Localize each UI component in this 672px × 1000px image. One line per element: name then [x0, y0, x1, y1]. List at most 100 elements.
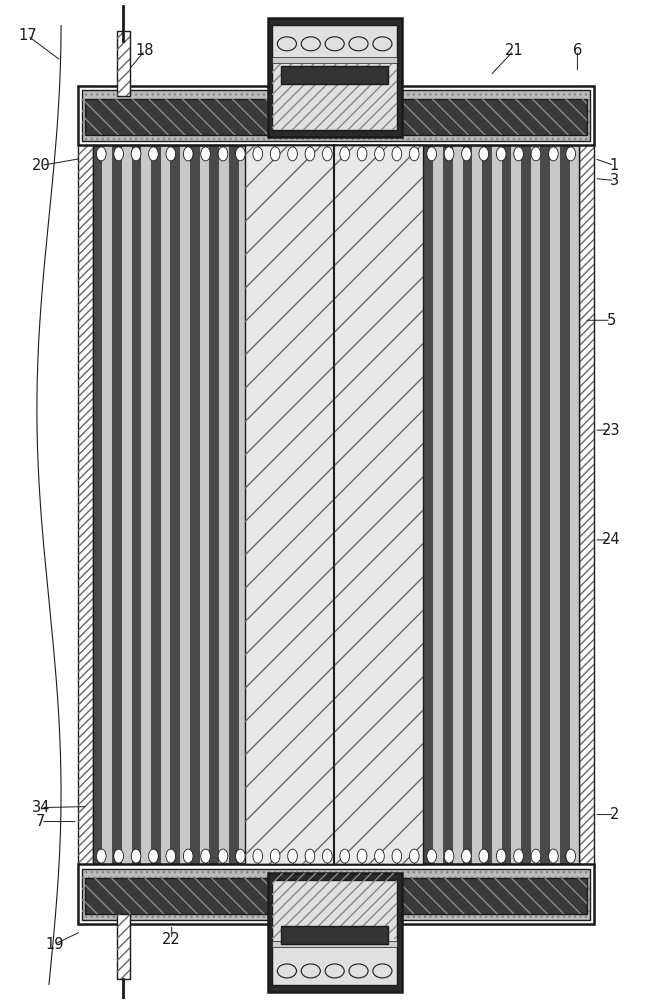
Ellipse shape: [340, 849, 349, 863]
Ellipse shape: [340, 147, 349, 161]
Bar: [272, 873, 397, 939]
Ellipse shape: [131, 849, 141, 863]
Bar: [375, 145, 384, 864]
Ellipse shape: [479, 849, 489, 863]
Bar: [297, 145, 307, 864]
Bar: [501, 145, 511, 864]
Bar: [570, 145, 579, 864]
Bar: [78, 86, 594, 145]
Text: 19: 19: [45, 937, 64, 952]
Ellipse shape: [305, 147, 314, 161]
Bar: [336, 145, 345, 864]
Ellipse shape: [514, 147, 523, 161]
Bar: [219, 145, 229, 864]
Bar: [78, 864, 594, 924]
Bar: [239, 145, 249, 864]
Ellipse shape: [149, 849, 158, 863]
Text: 34: 34: [32, 800, 50, 815]
Ellipse shape: [305, 849, 314, 863]
Bar: [229, 145, 239, 864]
Ellipse shape: [131, 147, 141, 161]
Bar: [200, 145, 210, 864]
Bar: [531, 145, 540, 864]
Ellipse shape: [497, 849, 506, 863]
Bar: [141, 145, 151, 864]
Bar: [365, 145, 375, 864]
Text: 14: 14: [306, 43, 325, 58]
Ellipse shape: [462, 849, 471, 863]
Ellipse shape: [566, 147, 575, 161]
Bar: [258, 145, 268, 864]
Bar: [521, 145, 531, 864]
Bar: [132, 145, 141, 864]
Text: 6: 6: [573, 43, 582, 58]
Bar: [78, 86, 93, 924]
Ellipse shape: [497, 147, 506, 161]
Bar: [281, 66, 388, 84]
Ellipse shape: [462, 147, 471, 161]
Ellipse shape: [548, 849, 558, 863]
Bar: [384, 145, 394, 864]
Bar: [245, 145, 423, 864]
Bar: [85, 878, 587, 914]
Bar: [307, 145, 317, 864]
Ellipse shape: [218, 849, 228, 863]
Bar: [511, 145, 521, 864]
Ellipse shape: [114, 147, 124, 161]
Bar: [579, 86, 594, 924]
Bar: [85, 99, 587, 135]
Bar: [82, 90, 590, 141]
Text: 7: 7: [36, 814, 46, 829]
Ellipse shape: [531, 849, 541, 863]
Bar: [272, 25, 397, 130]
Ellipse shape: [375, 849, 384, 863]
Bar: [180, 145, 190, 864]
Bar: [272, 941, 397, 947]
Ellipse shape: [183, 849, 193, 863]
Ellipse shape: [409, 849, 419, 863]
Ellipse shape: [427, 849, 436, 863]
Bar: [579, 86, 594, 924]
Text: 3: 3: [610, 173, 619, 188]
Bar: [492, 145, 501, 864]
Bar: [82, 869, 590, 920]
Ellipse shape: [358, 147, 367, 161]
Ellipse shape: [444, 147, 454, 161]
Bar: [161, 145, 171, 864]
Bar: [404, 145, 414, 864]
Bar: [317, 145, 327, 864]
Text: 14: 14: [306, 940, 325, 955]
Bar: [93, 145, 579, 864]
Ellipse shape: [409, 147, 419, 161]
Ellipse shape: [114, 849, 124, 863]
Bar: [327, 145, 336, 864]
Bar: [117, 31, 130, 96]
Ellipse shape: [253, 147, 263, 161]
Bar: [278, 145, 288, 864]
Bar: [288, 145, 297, 864]
Ellipse shape: [444, 849, 454, 863]
Bar: [267, 873, 402, 992]
Ellipse shape: [166, 849, 175, 863]
Ellipse shape: [218, 147, 228, 161]
Ellipse shape: [392, 849, 402, 863]
Ellipse shape: [427, 147, 436, 161]
Bar: [414, 145, 423, 864]
Bar: [122, 145, 132, 864]
Bar: [550, 145, 560, 864]
Bar: [281, 926, 388, 944]
Text: 1: 1: [610, 158, 619, 173]
Text: 18: 18: [136, 43, 154, 58]
Text: 2: 2: [610, 807, 619, 822]
Ellipse shape: [166, 147, 175, 161]
Text: 17: 17: [18, 28, 37, 43]
Ellipse shape: [479, 147, 489, 161]
Ellipse shape: [288, 849, 297, 863]
Ellipse shape: [323, 147, 332, 161]
Ellipse shape: [97, 849, 106, 863]
Bar: [117, 31, 130, 96]
Bar: [190, 145, 200, 864]
Ellipse shape: [270, 849, 280, 863]
Bar: [117, 914, 130, 979]
Bar: [151, 145, 161, 864]
